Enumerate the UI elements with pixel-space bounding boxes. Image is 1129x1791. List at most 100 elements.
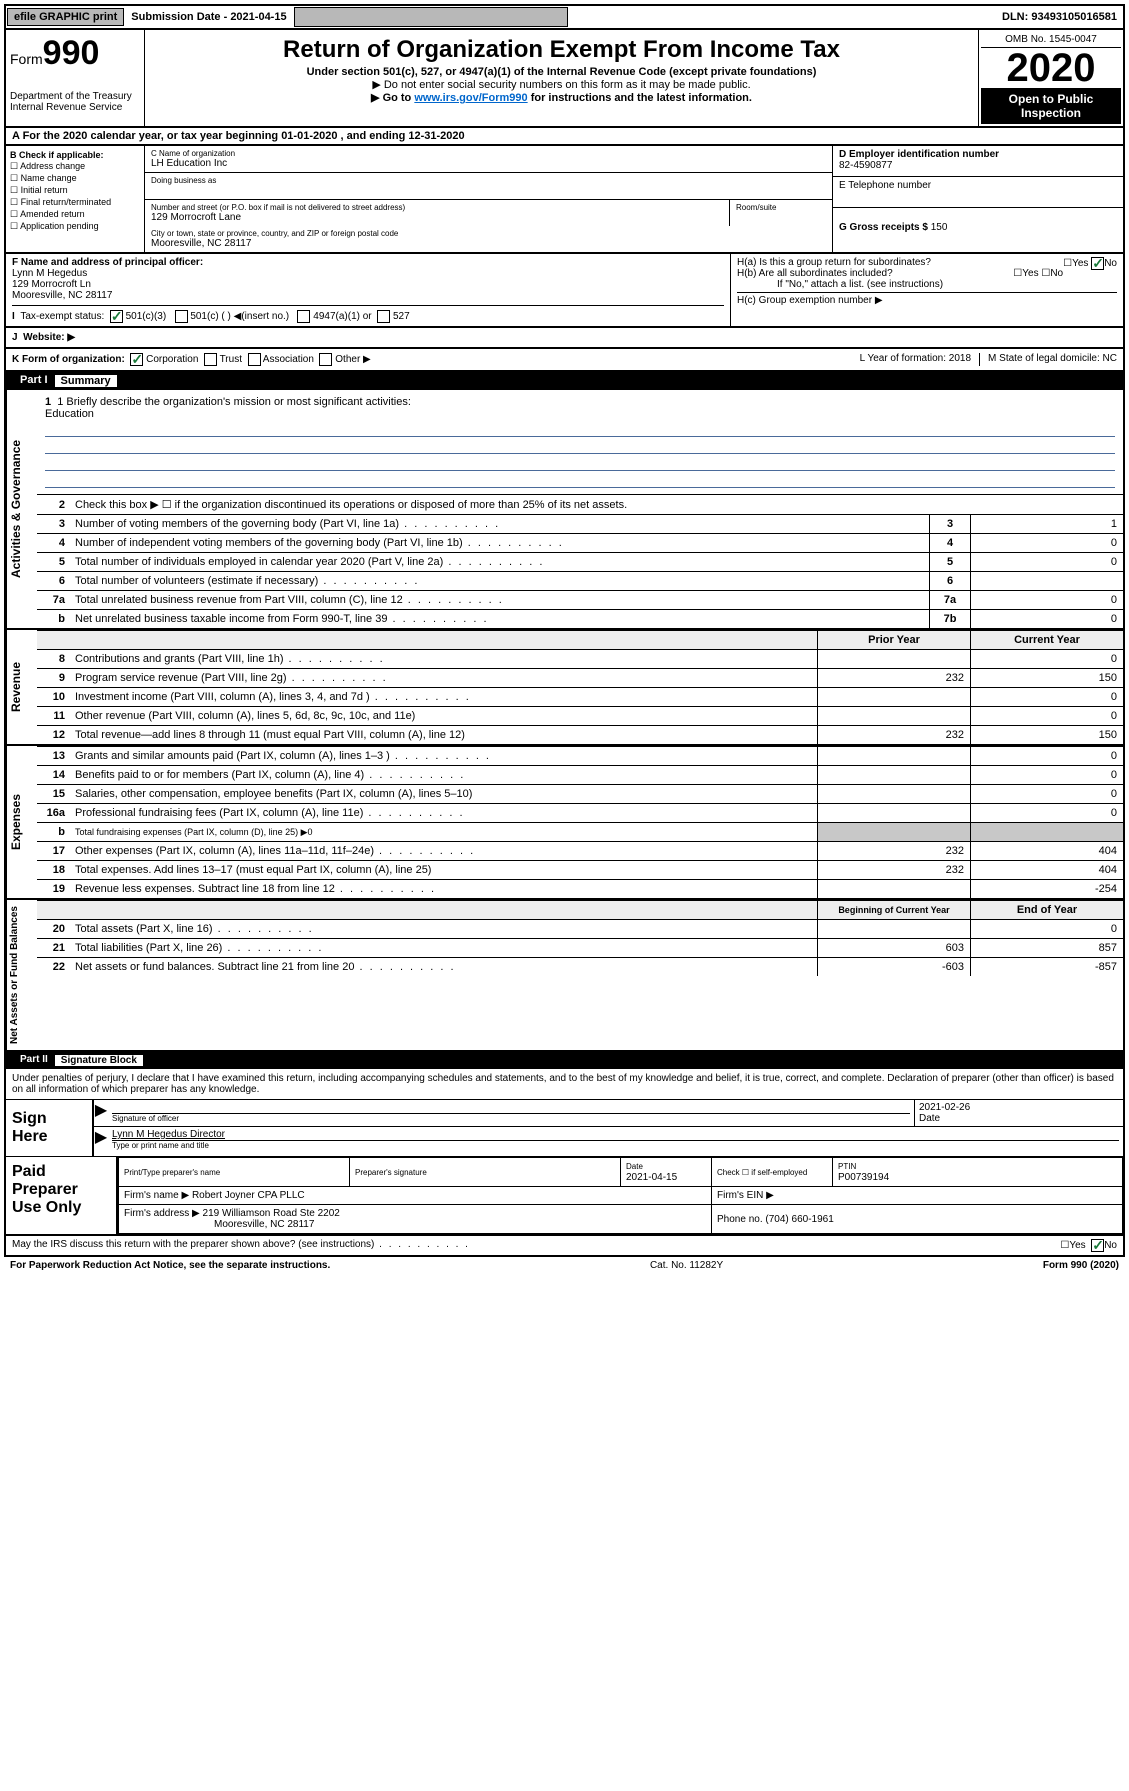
firm-address: 219 Williamson Road Ste 2202 (203, 1208, 340, 1219)
chk-name-change[interactable]: ☐ Name change (10, 173, 140, 184)
discuss-question: May the IRS discuss this return with the… (12, 1239, 470, 1252)
sig-officer-label: Signature of officer (112, 1113, 910, 1123)
paid-preparer: Paid Preparer Use Only Print/Type prepar… (6, 1156, 1123, 1234)
hc-label: H(c) Group exemption number ▶ (737, 292, 1117, 306)
form-number: 990 (43, 34, 100, 72)
net-assets-table: Beginning of Current YearEnd of Year 20T… (37, 900, 1123, 976)
footer: For Paperwork Reduction Act Notice, see … (4, 1257, 1125, 1274)
phone-label: E Telephone number (839, 180, 931, 191)
chk-corporation[interactable] (130, 353, 143, 366)
chk-trust[interactable] (204, 353, 217, 366)
street-address: 129 Morrocroft Lane (151, 212, 723, 223)
goto-note: ▶ Go to www.irs.gov/Form990 for instruct… (149, 91, 974, 104)
website-label: Website: ▶ (23, 332, 75, 343)
submission-date: Submission Date - 2021-04-15 (125, 11, 292, 23)
chk-501c3[interactable] (110, 310, 123, 323)
entity-block: B Check if applicable: ☐ Address change … (4, 146, 1125, 254)
chk-address-change[interactable]: ☐ Address change (10, 161, 140, 172)
form-rev: Form 990 (2020) (1043, 1260, 1119, 1271)
paid-preparer-label: Paid Preparer Use Only (6, 1157, 118, 1234)
officer-addr1: 129 Morrocroft Ln (12, 279, 91, 290)
discuss-row: May the IRS discuss this return with the… (4, 1236, 1125, 1257)
blank-field (294, 7, 568, 27)
part-i: Part I Summary Activities & Governance 1… (4, 372, 1125, 1052)
officer-print-name: Lynn M Hegedus Director (112, 1129, 1119, 1140)
dba-label: Doing business as (151, 176, 826, 185)
open-to-public: Open to Public Inspection (981, 88, 1121, 124)
form-subtitle: Under section 501(c), 527, or 4947(a)(1)… (149, 66, 974, 78)
print-name-label: Type or print name and title (112, 1140, 1119, 1150)
ein-label: D Employer identification number (839, 149, 999, 160)
tax-year: 2020 (981, 48, 1121, 88)
sidebar-activities-governance: Activities & Governance (6, 390, 37, 628)
street-label: Number and street (or P.O. box if mail i… (151, 203, 723, 212)
sig-date: 2021-02-26 (919, 1102, 1119, 1113)
box-f: F Name and address of principal officer:… (6, 254, 731, 326)
governance-table: 2Check this box ▶ ☐ if the organization … (37, 494, 1123, 628)
box-b: B Check if applicable: ☐ Address change … (6, 146, 145, 252)
chk-app-pending[interactable]: ☐ Application pending (10, 221, 140, 232)
chk-4947[interactable] (297, 310, 310, 323)
gross-receipts-label: G Gross receipts $ (839, 222, 928, 233)
pra-notice: For Paperwork Reduction Act Notice, see … (10, 1260, 330, 1271)
part-ii: Part II Signature Block Under penalties … (4, 1052, 1125, 1236)
discuss-no[interactable] (1091, 1239, 1104, 1252)
org-name: LH Education Inc (151, 158, 826, 169)
dept-treasury: Department of the Treasury Internal Reve… (10, 91, 140, 113)
box-b-label: B Check if applicable: (10, 150, 104, 160)
form-label: Form (10, 51, 43, 67)
sig-date-label: Date (919, 1113, 1119, 1124)
cat-number: Cat. No. 11282Y (330, 1260, 1043, 1271)
line-a-period: A For the 2020 calendar year, or tax yea… (4, 128, 1125, 146)
ha-label: H(a) Is this a group return for subordin… (737, 257, 931, 268)
chk-amended[interactable]: ☐ Amended return (10, 209, 140, 220)
sidebar-expenses: Expenses (6, 746, 37, 898)
chk-final-return[interactable]: ☐ Final return/terminated (10, 197, 140, 208)
form-org-label: K Form of organization: (12, 354, 125, 365)
expenses-table: 13Grants and similar amounts paid (Part … (37, 746, 1123, 898)
box-c: C Name of organization LH Education Inc … (145, 146, 832, 252)
officer-label: F Name and address of principal officer: (12, 257, 203, 268)
header-left: Form990 Department of the Treasury Inter… (6, 30, 145, 126)
sidebar-net-assets: Net Assets or Fund Balances (6, 900, 37, 1050)
officer-name: Lynn M Hegedus (12, 268, 87, 279)
box-de: D Employer identification number 82-4590… (832, 146, 1123, 252)
hb-note: If "No," attach a list. (see instruction… (737, 279, 1117, 290)
sign-here-label: Sign Here (6, 1100, 94, 1156)
city-state-zip: Mooresville, NC 28117 (151, 238, 826, 249)
officer-addr2: Mooresville, NC 28117 (12, 290, 112, 301)
sidebar-revenue: Revenue (6, 630, 37, 744)
sign-arrow-icon: ▶ (94, 1100, 108, 1126)
header-right: OMB No. 1545-0047 2020 Open to Public In… (978, 30, 1123, 126)
dln: DLN: 93493105016581 (1002, 11, 1123, 23)
box-h: H(a) Is this a group return for subordin… (731, 254, 1123, 326)
org-name-label: C Name of organization (151, 149, 826, 158)
efile-print-button[interactable]: efile GRAPHIC print (7, 8, 124, 26)
chk-other[interactable] (319, 353, 332, 366)
paid-preparer-table: Print/Type preparer's name Preparer's si… (118, 1157, 1123, 1234)
header-mid: Return of Organization Exempt From Incom… (145, 30, 978, 126)
firm-phone: (704) 660-1961 (765, 1214, 833, 1225)
form-header: Form990 Department of the Treasury Inter… (4, 30, 1125, 128)
part-i-header: Part I Summary (6, 372, 1123, 390)
ha-no[interactable] (1091, 257, 1104, 270)
row-j: J Website: ▶ (4, 328, 1125, 349)
sign-here: Sign Here ▶ Signature of officer 2021-02… (6, 1100, 1123, 1156)
tax-status-label: Tax-exempt status: (20, 311, 104, 322)
mission-section: 1 1 Briefly describe the organization's … (37, 390, 1123, 494)
sign-arrow-icon-2: ▶ (94, 1127, 108, 1152)
form-title: Return of Organization Exempt From Incom… (149, 36, 974, 64)
chk-501c[interactable] (175, 310, 188, 323)
firm-address-2: Mooresville, NC 28117 (124, 1219, 314, 1230)
chk-527[interactable] (377, 310, 390, 323)
gross-receipts-value: 150 (931, 222, 948, 233)
revenue-table: Prior YearCurrent Year 8Contributions an… (37, 630, 1123, 744)
row-klm: K Form of organization: Corporation Trus… (4, 349, 1125, 372)
ein-value: 82-4590877 (839, 160, 892, 171)
part-ii-header: Part II Signature Block (6, 1052, 1123, 1069)
chk-initial-return[interactable]: ☐ Initial return (10, 185, 140, 196)
chk-association[interactable] (248, 353, 261, 366)
room-label: Room/suite (736, 203, 826, 212)
irs-link[interactable]: www.irs.gov/Form990 (414, 92, 527, 104)
year-formation: L Year of formation: 2018 (860, 353, 980, 366)
